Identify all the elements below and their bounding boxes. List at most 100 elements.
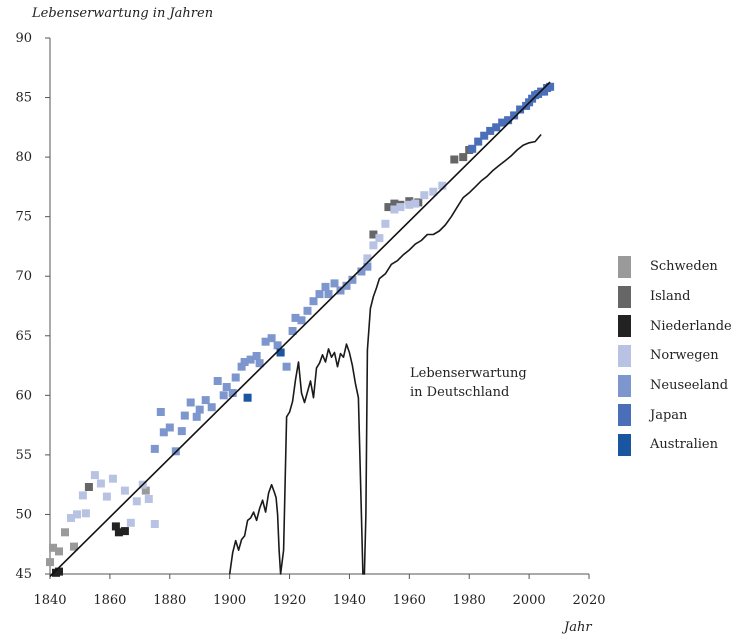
point-japan <box>504 116 513 125</box>
point-japan <box>516 105 525 114</box>
point-norwegen <box>144 495 153 503</box>
point-norwegen <box>420 191 429 200</box>
x-tick-label: 2020 <box>572 593 605 608</box>
point-neuseeland <box>261 337 270 346</box>
point-norwegen <box>405 200 414 209</box>
y-tick-label: 50 <box>15 507 32 522</box>
point-norwegen <box>411 199 420 208</box>
point-norwegen <box>67 514 75 522</box>
point-neuseeland <box>324 290 333 299</box>
y-tick-label: 60 <box>15 388 32 403</box>
point-norwegen <box>150 520 159 528</box>
point-neuseeland <box>282 362 291 371</box>
point-japan <box>480 131 489 140</box>
point-neuseeland <box>309 297 318 306</box>
y-tick-label: 70 <box>15 269 32 284</box>
legend-item-japan: Japan <box>618 400 731 430</box>
point-neuseeland <box>348 275 357 284</box>
point-island <box>450 155 459 164</box>
x-tick-label: 1880 <box>153 593 186 608</box>
legend-swatch <box>618 344 631 367</box>
point-neuseeland <box>252 352 261 360</box>
germany-line-group <box>228 133 542 575</box>
point-neuseeland <box>213 377 222 385</box>
point-norwegen <box>132 497 141 506</box>
point-norwegen <box>369 241 378 250</box>
point-japan <box>546 82 555 91</box>
axes: 1840 1860 1880 1900 1920 1940 1960 1980 2000 2020… <box>15 31 605 608</box>
point-norwegen <box>120 486 129 495</box>
point-neuseeland <box>231 373 240 382</box>
point-neuseeland <box>186 398 195 407</box>
legend-swatch <box>618 433 631 456</box>
y-tick-label: 90 <box>15 31 32 46</box>
point-neuseeland <box>288 327 297 335</box>
y-tick-label: 80 <box>15 150 32 165</box>
x-tick-label: 1940 <box>333 593 366 608</box>
point-island <box>369 230 378 239</box>
legend-swatch <box>618 404 631 427</box>
point-neuseeland <box>195 405 204 414</box>
point-neuseeland <box>201 396 210 405</box>
point-neuseeland <box>177 427 186 436</box>
point-island <box>384 203 393 212</box>
point-neuseeland <box>297 316 306 325</box>
point-neuseeland <box>330 279 339 288</box>
point-schweden <box>61 528 69 537</box>
point-neuseeland <box>165 423 174 432</box>
x-axis-label: Jahr <box>564 620 592 635</box>
point-norwegen <box>102 492 111 501</box>
point-neuseeland <box>255 359 264 368</box>
annotation-line-1: Lebenserwartung <box>410 366 527 381</box>
annotation-line-2: in Deutschland <box>410 385 510 400</box>
y-tick-label: 85 <box>15 91 32 106</box>
legend-swatch <box>618 255 631 278</box>
y-axis-label: Lebenserwartung in Jahren <box>32 6 214 21</box>
point-neuseeland <box>159 428 168 437</box>
legend-item-norwegen: Norwegen <box>618 341 731 371</box>
point-niederlande <box>55 567 63 576</box>
legend-item-australien: Australien <box>618 430 731 460</box>
point-neuseeland <box>156 408 165 416</box>
point-neuseeland <box>219 391 228 400</box>
point-norwegen <box>438 181 447 190</box>
point-norwegen <box>78 491 87 500</box>
point-neuseeland <box>207 403 216 412</box>
point-norwegen <box>375 234 384 243</box>
point-neuseeland <box>267 334 276 343</box>
point-schweden <box>55 547 63 556</box>
point-neuseeland <box>357 267 366 276</box>
point-norwegen <box>429 187 438 196</box>
point-neuseeland <box>315 290 324 299</box>
x-tick-label: 1960 <box>393 593 426 608</box>
point-japan <box>498 118 507 127</box>
point-schweden <box>46 558 54 567</box>
point-australien <box>276 348 285 357</box>
x-tick-label: 1980 <box>453 593 486 608</box>
point-neuseeland <box>363 262 372 271</box>
point-norwegen <box>381 219 390 228</box>
point-neuseeland <box>240 358 249 366</box>
legend-label: Norwegen <box>650 348 719 364</box>
legend-label: Japan <box>650 407 688 423</box>
point-norwegen <box>108 474 117 483</box>
data-points <box>46 82 555 577</box>
y-tick-label: 55 <box>15 448 32 463</box>
y-tick-label: 45 <box>15 567 32 582</box>
legend-item-niederlande: Niederlande <box>618 311 731 341</box>
point-norwegen <box>126 518 135 527</box>
point-norwegen <box>396 203 405 212</box>
point-neuseeland <box>336 286 345 295</box>
point-norwegen <box>90 471 99 480</box>
point-neuseeland <box>222 383 231 391</box>
point-neuseeland <box>246 355 255 364</box>
x-tick-label: 1860 <box>93 593 126 608</box>
legend-swatch <box>618 285 631 308</box>
point-schweden <box>141 486 150 495</box>
point-neuseeland <box>273 341 282 350</box>
x-tick-label: 1900 <box>213 593 246 608</box>
point-australien <box>243 393 252 402</box>
point-niederlande <box>120 527 129 536</box>
legend-item-island: Island <box>618 282 731 312</box>
